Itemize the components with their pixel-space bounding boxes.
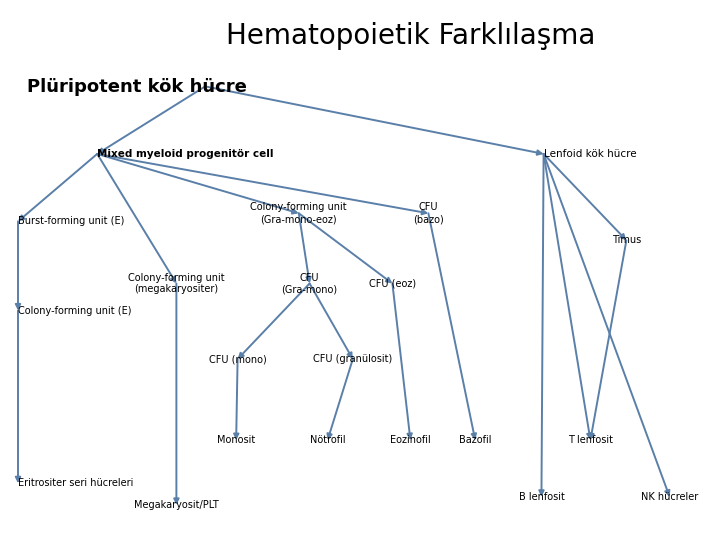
Text: T lenfosit: T lenfosit <box>568 435 613 445</box>
Text: Eozinofil: Eozinofil <box>390 435 431 445</box>
Text: B lenfosit: B lenfosit <box>518 492 564 502</box>
Text: Colony-forming unit
(megakaryositer): Colony-forming unit (megakaryositer) <box>128 273 225 294</box>
Text: Hematopoietik Farklılaşma: Hematopoietik Farklılaşma <box>225 22 595 50</box>
Text: Nötrofil: Nötrofil <box>310 435 346 445</box>
Text: Eritrositer seri hücreleri: Eritrositer seri hücreleri <box>18 478 133 488</box>
Text: Lenfoid kök hücre: Lenfoid kök hücre <box>544 149 636 159</box>
Text: Mixed myeloid progenitör cell: Mixed myeloid progenitör cell <box>97 149 274 159</box>
Text: Monosit: Monosit <box>217 435 256 445</box>
Text: CFU (eoz): CFU (eoz) <box>369 279 416 288</box>
Text: CFU
(Gra-mono): CFU (Gra-mono) <box>282 273 338 294</box>
Text: Burst-forming unit (E): Burst-forming unit (E) <box>18 217 125 226</box>
Text: Colony-forming unit
(Gra-mono-eoz): Colony-forming unit (Gra-mono-eoz) <box>251 202 347 224</box>
Text: Colony-forming unit (E): Colony-forming unit (E) <box>18 306 132 315</box>
Text: Timus: Timus <box>612 235 641 245</box>
Text: NK hücreler: NK hücreler <box>641 492 698 502</box>
Text: CFU (mono): CFU (mono) <box>209 354 266 364</box>
Text: Bazofil: Bazofil <box>459 435 492 445</box>
Text: CFU
(bazo): CFU (bazo) <box>413 202 444 224</box>
Text: Plüripotent kök hücre: Plüripotent kök hücre <box>27 78 247 96</box>
Text: Megakaryosit/PLT: Megakaryosit/PLT <box>134 500 219 510</box>
Text: CFU (granülosit): CFU (granülosit) <box>313 354 392 364</box>
